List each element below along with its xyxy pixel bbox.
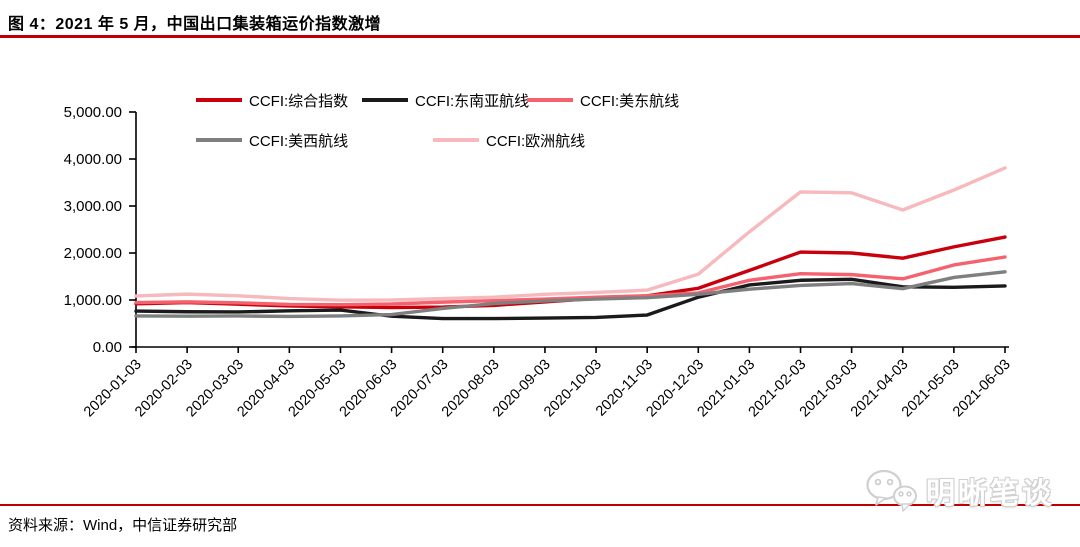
legend-label-europe: CCFI:欧洲航线 — [486, 132, 586, 150]
y-tick-label: 0.00 — [93, 339, 122, 356]
legend-label-us-east: CCFI:美东航线 — [580, 92, 680, 110]
legend-item-southeast-asia-route: CCFI:东南亚航线 — [362, 90, 529, 110]
series-line-CCFI:美东航线 — [134, 255, 1007, 307]
series-line-CCFI:东南亚航线 — [134, 277, 1007, 321]
series-line-CCFI:美西航线 — [134, 270, 1007, 319]
legend-item-composite-index: CCFI:综合指数 — [196, 90, 348, 110]
legend-item-us-east-route: CCFI:美东航线 — [527, 90, 679, 110]
footer-rule — [0, 504, 1080, 506]
legend-swatch-composite — [196, 98, 242, 102]
ccfi-line-chart: 0.00 1,000.00 2,000.00 3,000.00 4,000.00 5,00… — [64, 104, 1014, 420]
chart-area: 0.00 1,000.00 2,000.00 3,000.00 4,000.00 5,00… — [0, 50, 1080, 470]
legend-item-us-west-route: CCFI:美西航线 — [196, 130, 348, 150]
y-tick-label: 2,000.00 — [64, 245, 122, 262]
wechat-watermark: 明晰笔谈 — [864, 468, 1054, 514]
legend-label-composite: CCFI:综合指数 — [249, 92, 349, 110]
y-tick-label: 4,000.00 — [64, 151, 122, 168]
legend-swatch-us-east — [527, 98, 573, 102]
source-note: 资料来源：Wind，中信证券研究部 — [8, 517, 238, 534]
legend-label-us-west: CCFI:美西航线 — [249, 132, 349, 150]
legend-item-europe-route: CCFI:欧洲航线 — [433, 130, 585, 150]
title-underline-rule — [0, 35, 1080, 38]
legend-swatch-southeast-asia — [362, 98, 408, 102]
legend-label-southeast-asia: CCFI:东南亚航线 — [415, 92, 530, 110]
wechat-icon — [866, 469, 917, 512]
figure-title: 图 4：2021 年 5 月，中国出口集装箱运价指数激增 — [8, 16, 382, 33]
legend-swatch-europe — [433, 138, 479, 142]
y-tick-label: 3,000.00 — [64, 198, 122, 215]
legend-swatch-us-west — [196, 138, 242, 142]
y-tick-label: 1,000.00 — [64, 292, 122, 309]
y-tick-label: 5,000.00 — [64, 104, 122, 121]
watermark-text: 明晰笔谈 — [925, 478, 1054, 510]
series-line-CCFI:欧洲航线 — [134, 166, 1007, 302]
